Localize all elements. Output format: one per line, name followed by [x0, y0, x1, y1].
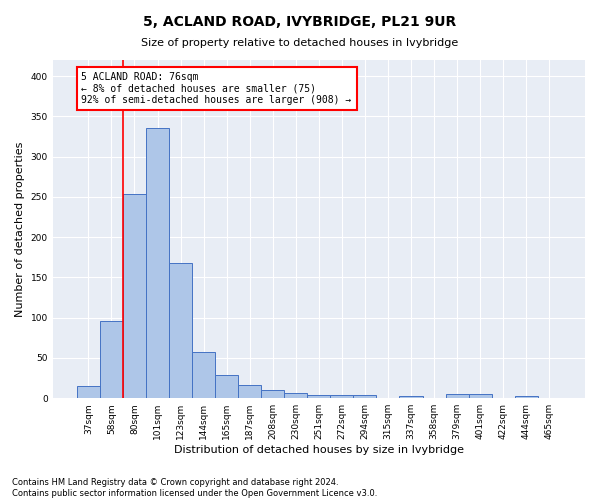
Bar [77, 386, 100, 398]
Bar [261, 390, 284, 398]
X-axis label: Distribution of detached houses by size in Ivybridge: Distribution of detached houses by size … [174, 445, 464, 455]
Bar [515, 396, 538, 398]
Text: Contains HM Land Registry data © Crown copyright and database right 2024.
Contai: Contains HM Land Registry data © Crown c… [12, 478, 377, 498]
Bar [215, 375, 238, 398]
Bar [169, 263, 192, 398]
Text: 5 ACLAND ROAD: 76sqm
← 8% of detached houses are smaller (75)
92% of semi-detach: 5 ACLAND ROAD: 76sqm ← 8% of detached ho… [82, 72, 352, 106]
Bar [100, 321, 123, 398]
Text: Size of property relative to detached houses in Ivybridge: Size of property relative to detached ho… [142, 38, 458, 48]
Bar [353, 395, 376, 398]
Bar [469, 394, 491, 398]
Bar [192, 352, 215, 398]
Bar [307, 395, 331, 398]
Bar [238, 384, 261, 398]
Bar [400, 396, 422, 398]
Text: 5, ACLAND ROAD, IVYBRIDGE, PL21 9UR: 5, ACLAND ROAD, IVYBRIDGE, PL21 9UR [143, 15, 457, 29]
Bar [146, 128, 169, 398]
Bar [123, 194, 146, 398]
Y-axis label: Number of detached properties: Number of detached properties [15, 142, 25, 317]
Bar [331, 395, 353, 398]
Bar [446, 394, 469, 398]
Bar [284, 394, 307, 398]
